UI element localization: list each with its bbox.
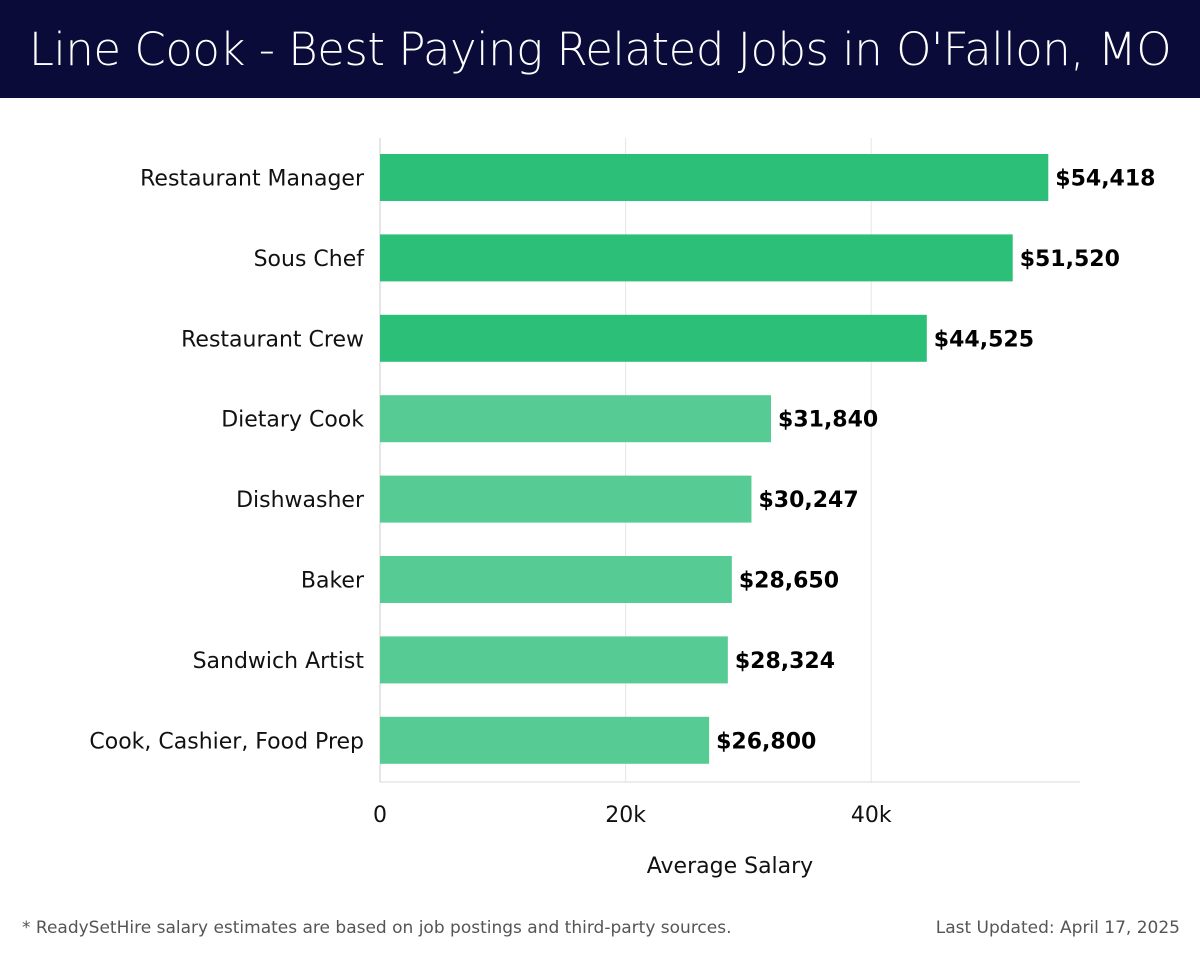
bar	[380, 636, 728, 684]
footnote: * ReadySetHire salary estimates are base…	[22, 918, 732, 938]
category-label: Restaurant Crew	[181, 327, 364, 352]
title-bar: Line Cook - Best Paying Related Jobs in …	[0, 0, 1200, 98]
category-label: Sandwich Artist	[193, 649, 365, 674]
value-label: $31,840	[778, 408, 878, 433]
category-label: Restaurant Manager	[140, 167, 365, 192]
category-label: Cook, Cashier, Food Prep	[89, 729, 364, 754]
x-tick-label: 40k	[851, 803, 892, 828]
category-label: Sous Chef	[254, 247, 366, 272]
x-tick-label: 0	[373, 803, 387, 828]
value-label: $28,650	[739, 569, 839, 594]
value-label: $51,520	[1020, 247, 1120, 272]
last-updated: Last Updated: April 17, 2025	[935, 918, 1180, 938]
category-label: Baker	[301, 569, 365, 594]
chart-title: Line Cook - Best Paying Related Jobs in …	[28, 22, 1172, 76]
bar	[380, 395, 772, 443]
category-label: Dietary Cook	[221, 408, 364, 433]
bar	[380, 475, 752, 523]
value-label: $44,525	[934, 327, 1034, 352]
value-label: $26,800	[716, 729, 816, 754]
category-label: Dishwasher	[236, 488, 365, 513]
bar	[380, 556, 732, 603]
salary-bar-chart: 0 20k 40k Average Salary Restaurant Manager $…	[89, 138, 1155, 880]
bar	[380, 154, 1049, 201]
labels: 0 20k 40k Average Salary Restaurant Manager $…	[89, 167, 1155, 880]
x-tick-label: 20k	[605, 803, 646, 828]
bar	[380, 314, 927, 362]
bars	[380, 154, 1049, 764]
x-axis-title: Average Salary	[647, 854, 813, 879]
bar	[380, 716, 710, 764]
bar	[380, 234, 1013, 282]
value-label: $30,247	[758, 488, 858, 513]
value-label: $28,324	[735, 649, 835, 674]
value-label: $54,418	[1055, 167, 1155, 192]
